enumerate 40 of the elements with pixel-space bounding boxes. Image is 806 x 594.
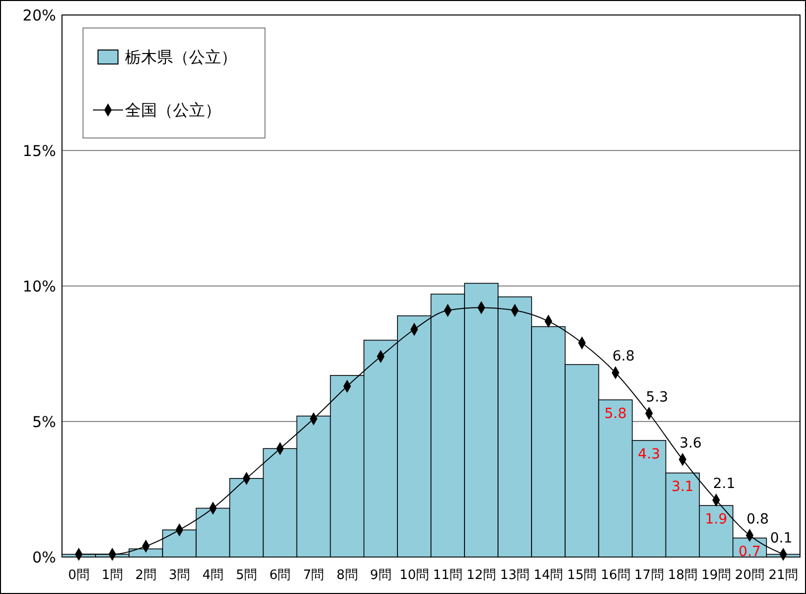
data-label: 5.3 [646, 389, 668, 406]
x-tick-label: 17問 [634, 568, 664, 583]
legend-label: 栃木県（公立） [125, 48, 237, 67]
x-tick-label: 14問 [534, 568, 564, 583]
data-label: 4.3 [638, 446, 660, 462]
data-label: 0.1 [770, 530, 792, 546]
x-tick-label: 6問 [269, 568, 291, 583]
x-tick-label: 12問 [466, 568, 496, 583]
x-tick-label: 18問 [668, 568, 698, 583]
data-label: 3.6 [679, 435, 702, 452]
x-tick-label: 5問 [236, 568, 258, 583]
x-tick-label: 10問 [399, 568, 429, 583]
x-tick-label: 7問 [302, 568, 324, 583]
x-tick-label: 16問 [600, 568, 630, 583]
x-tick-label: 9問 [370, 568, 392, 583]
x-tick-label: 15問 [567, 568, 597, 583]
data-label: 1.9 [705, 512, 728, 528]
y-tick-label: 0% [32, 548, 56, 566]
x-tick-label: 0問 [68, 568, 90, 583]
data-label: 0.8 [746, 511, 769, 528]
x-tick-label: 2問 [135, 568, 157, 583]
data-label: 6.8 [612, 348, 635, 365]
x-tick-label: 3問 [168, 568, 190, 583]
data-label: 3.1 [671, 478, 694, 495]
y-tick-label: 15% [22, 142, 56, 160]
data-label: 5.8 [604, 406, 627, 422]
x-tick-label: 8問 [336, 568, 358, 583]
legend-label: 全国（公立） [125, 100, 221, 120]
data-label: 2.1 [713, 476, 736, 492]
x-tick-label: 20問 [734, 568, 764, 583]
y-tick-label: 5% [32, 412, 56, 431]
x-tick-label: 1問 [102, 568, 123, 583]
x-tick-label: 4問 [202, 568, 224, 583]
x-tick-label: 21問 [768, 568, 798, 583]
data-label: 0.7 [738, 544, 761, 560]
x-tick-label: 11問 [433, 568, 463, 583]
x-tick-label: 19問 [701, 568, 731, 583]
x-tick-label: 13問 [500, 568, 530, 583]
y-tick-label: 20% [22, 6, 56, 24]
y-tick-label: 10% [22, 277, 56, 296]
